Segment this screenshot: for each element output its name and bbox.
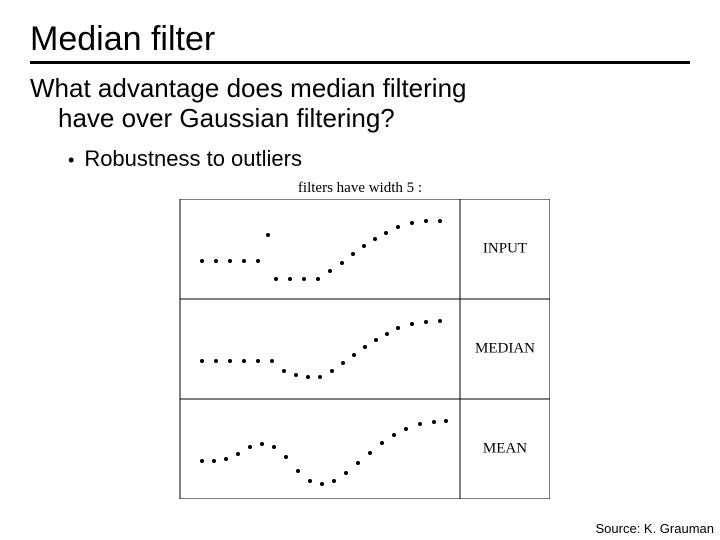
data-point: [410, 322, 414, 326]
data-point: [328, 269, 332, 273]
question-text: What advantage does median filtering hav…: [30, 74, 690, 134]
data-point: [392, 433, 396, 437]
data-point: [424, 320, 428, 324]
bullet-text: Robustness to outliers: [84, 146, 302, 172]
figure-svg: INPUT MEDIAN MEAN: [170, 199, 550, 499]
data-point: [266, 233, 270, 237]
data-point: [224, 457, 228, 461]
data-point: [373, 237, 377, 241]
data-point: [256, 259, 260, 263]
data-point: [302, 277, 306, 281]
slide-title: Median filter: [30, 20, 690, 59]
data-point: [363, 345, 367, 349]
data-point: [296, 469, 300, 473]
figure-caption: filters have width 5 :: [170, 180, 550, 197]
data-point: [260, 442, 264, 446]
filter-comparison-figure: filters have width 5 : INPUT MEDIAN MEAN: [170, 180, 550, 499]
data-point: [380, 441, 384, 445]
data-point: [236, 452, 240, 456]
data-point: [306, 375, 310, 379]
data-point: [318, 375, 322, 379]
title-underline: [30, 61, 690, 64]
data-point: [332, 479, 336, 483]
data-point: [214, 359, 218, 363]
data-point: [308, 479, 312, 483]
data-point: [368, 451, 372, 455]
data-point: [432, 420, 436, 424]
data-point: [282, 369, 286, 373]
data-point: [242, 259, 246, 263]
data-point: [242, 359, 246, 363]
data-point: [294, 373, 298, 377]
data-point: [396, 326, 400, 330]
data-point: [396, 225, 400, 229]
data-point: [316, 277, 320, 281]
data-point: [200, 359, 204, 363]
data-point: [352, 353, 356, 357]
data-point: [438, 319, 442, 323]
data-point: [340, 261, 344, 265]
data-point: [256, 359, 260, 363]
data-point: [288, 277, 292, 281]
question-line1: What advantage does median filtering: [30, 73, 467, 103]
data-point: [228, 359, 232, 363]
panel-label-median: MEDIAN: [475, 340, 535, 356]
source-attribution: Source: K. Grauman: [596, 521, 715, 536]
data-point: [444, 419, 448, 423]
data-point: [341, 361, 345, 365]
question-line2: have over Gaussian filtering?: [30, 104, 690, 134]
data-point: [356, 461, 360, 465]
data-point: [418, 422, 422, 426]
data-point: [374, 338, 378, 342]
data-point: [270, 359, 274, 363]
data-point: [362, 244, 366, 248]
data-point: [200, 459, 204, 463]
data-point: [438, 219, 442, 223]
data-point: [274, 277, 278, 281]
data-point: [385, 332, 389, 336]
panel-label-input: INPUT: [483, 240, 527, 256]
data-point: [410, 221, 414, 225]
data-point: [344, 471, 348, 475]
bullet-item: • Robustness to outliers: [68, 146, 690, 172]
data-point: [228, 259, 232, 263]
data-point: [272, 445, 276, 449]
data-point: [320, 482, 324, 486]
data-point: [330, 369, 334, 373]
data-point: [214, 259, 218, 263]
panel-label-mean: MEAN: [483, 440, 527, 456]
data-point: [248, 445, 252, 449]
data-point: [200, 259, 204, 263]
data-point: [284, 455, 288, 459]
data-point: [424, 219, 428, 223]
data-point: [384, 231, 388, 235]
data-point: [212, 459, 216, 463]
data-point: [404, 427, 408, 431]
bullet-marker: •: [68, 151, 74, 169]
data-point: [351, 252, 355, 256]
